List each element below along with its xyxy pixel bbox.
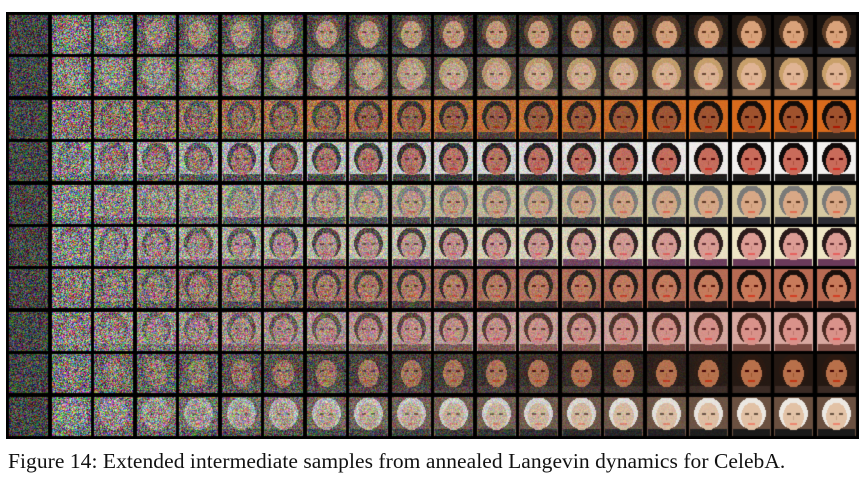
langevin-samples-grid <box>6 12 859 439</box>
figure-caption: Figure 14: Extended intermediate samples… <box>8 449 786 473</box>
